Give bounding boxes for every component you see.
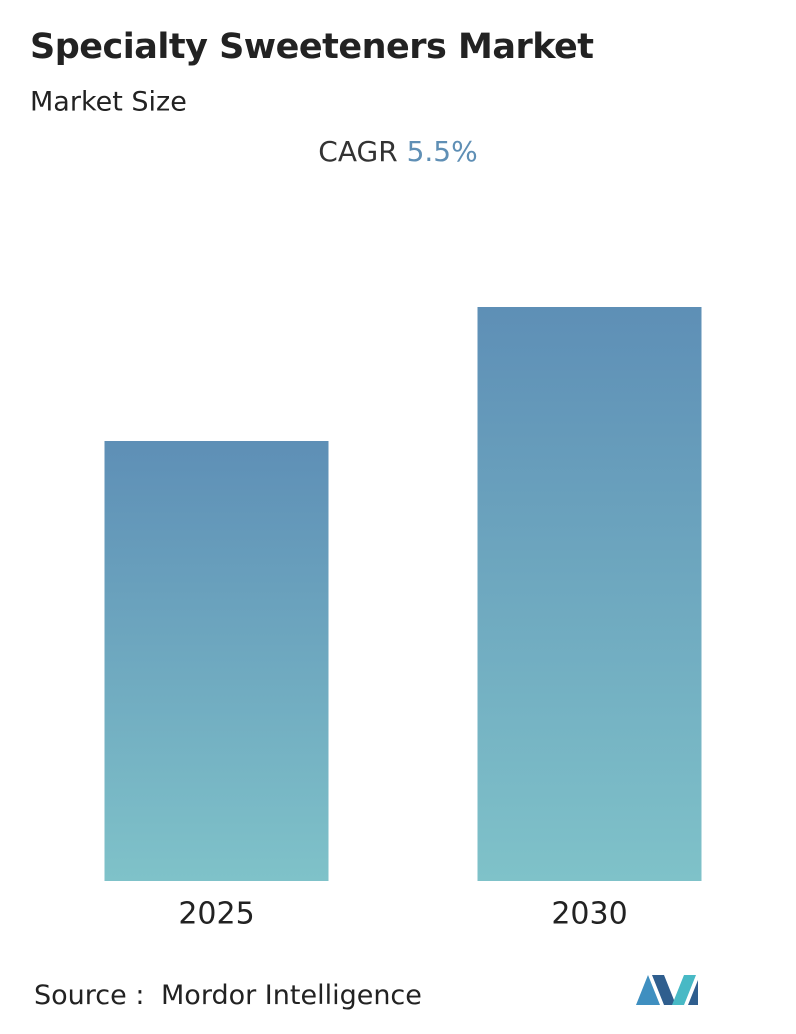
cagr: CAGR 5.5% bbox=[318, 135, 477, 168]
cagr-value: 5.5% bbox=[407, 135, 478, 168]
source: Source : Mordor Intelligence bbox=[34, 980, 422, 1011]
source-name: Mordor Intelligence bbox=[161, 980, 422, 1011]
source-label: Source : bbox=[34, 980, 144, 1011]
chart-subtitle: Market Size bbox=[30, 87, 187, 118]
chart-title: Specialty Sweeteners Market bbox=[30, 27, 594, 67]
logo bbox=[636, 975, 698, 1005]
cagr-label: CAGR bbox=[318, 135, 397, 168]
x-tick-label: 2025 bbox=[178, 897, 254, 932]
bar bbox=[477, 307, 702, 881]
x-tick-label: 2030 bbox=[551, 897, 627, 932]
bar bbox=[104, 441, 329, 881]
